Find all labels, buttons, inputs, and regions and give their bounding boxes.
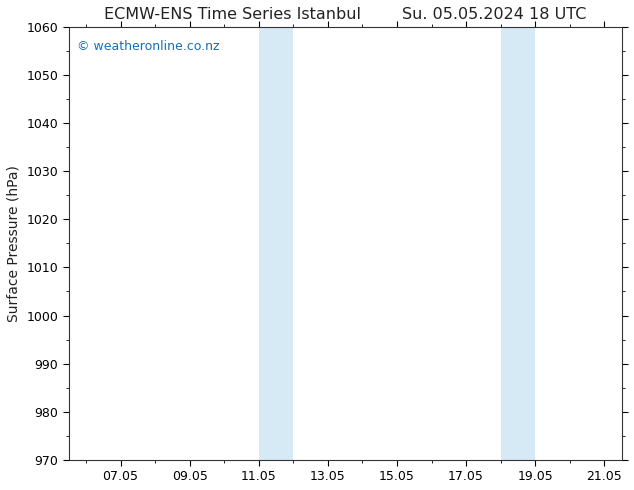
Y-axis label: Surface Pressure (hPa): Surface Pressure (hPa) <box>7 165 21 322</box>
Text: © weatheronline.co.nz: © weatheronline.co.nz <box>77 40 219 53</box>
Title: ECMW-ENS Time Series Istanbul        Su. 05.05.2024 18 UTC: ECMW-ENS Time Series Istanbul Su. 05.05.… <box>104 7 586 22</box>
Bar <box>259 27 294 460</box>
Bar <box>501 27 535 460</box>
